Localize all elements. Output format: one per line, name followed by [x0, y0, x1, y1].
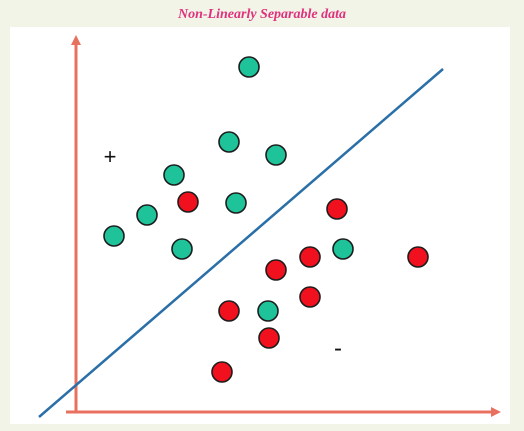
plus-class-point	[171, 238, 193, 260]
minus-class-point	[326, 198, 348, 220]
minus-class-point	[265, 259, 287, 281]
minus-class-point	[299, 286, 321, 308]
plus-class-point	[332, 238, 354, 260]
diagram-title: Non-Linearly Separable data	[178, 7, 346, 22]
positive-region-label: +	[104, 144, 117, 169]
plus-class-points	[103, 56, 354, 322]
minus-class-point	[258, 327, 280, 349]
plus-class-point	[163, 164, 185, 186]
plus-class-point	[218, 131, 240, 153]
minus-class-point	[211, 361, 233, 383]
minus-class-point	[177, 191, 199, 213]
minus-class-point	[407, 246, 429, 268]
plus-class-point	[225, 192, 247, 214]
plus-class-point	[265, 144, 287, 166]
plus-class-point	[136, 204, 158, 226]
negative-region-label: -	[334, 335, 342, 362]
separator-line	[38, 68, 444, 418]
minus-class-points	[177, 191, 429, 383]
plus-class-point	[257, 300, 279, 322]
minus-class-point	[218, 300, 240, 322]
plus-class-point	[103, 225, 125, 247]
plus-class-point	[238, 56, 260, 78]
minus-class-point	[299, 246, 321, 268]
